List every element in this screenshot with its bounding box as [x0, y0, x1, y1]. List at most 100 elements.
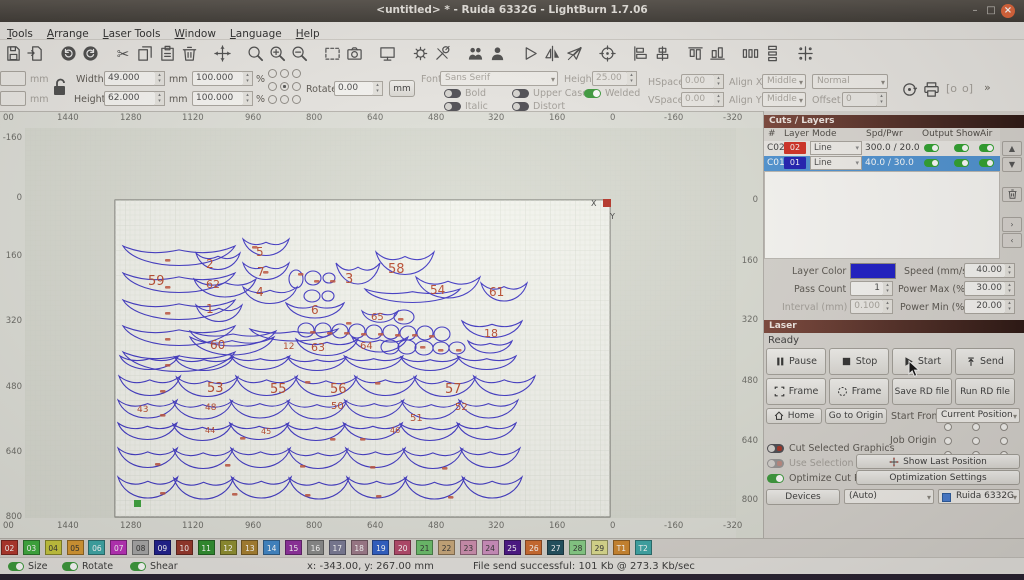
status-toggle-rotate[interactable] [62, 562, 78, 571]
width-percent-field[interactable]: 100.000 [192, 71, 244, 86]
palette-swatch-25[interactable]: 25 [503, 540, 521, 555]
anchor-dot[interactable] [292, 95, 301, 104]
speed-spinner[interactable]: ▴ ▾ [1005, 263, 1015, 278]
xpos-field[interactable] [0, 71, 26, 86]
palette-swatch-08[interactable]: 08 [132, 540, 150, 555]
lock-aspect-icon[interactable] [52, 77, 68, 101]
toggle-distort[interactable] [512, 102, 529, 111]
minimize-button[interactable]: – [972, 5, 978, 16]
redo-icon[interactable] [79, 43, 101, 65]
pause-button[interactable]: Pause [766, 348, 826, 375]
palette-swatch-03[interactable]: 03 [22, 540, 40, 555]
align-bottom-icon[interactable] [706, 43, 728, 65]
paste-icon[interactable] [156, 43, 178, 65]
distribute-v-icon[interactable] [761, 43, 783, 65]
palette-swatch-20[interactable]: 20 [394, 540, 412, 555]
menu-arrange[interactable]: Arrange [46, 28, 89, 40]
width-percent-spinner[interactable]: ▴ ▾ [243, 71, 253, 86]
palette-swatch-23[interactable]: 23 [459, 540, 477, 555]
interval-spinner[interactable]: ▴ ▾ [883, 299, 893, 314]
rotate-field[interactable]: 0.00 [334, 81, 374, 96]
layer-color-swatch[interactable] [850, 263, 896, 279]
laser-pointer-icon[interactable] [563, 43, 585, 65]
hspace-field[interactable]: 0.00 [681, 74, 715, 89]
anchor-dot[interactable] [280, 69, 289, 78]
layer-move-up-button[interactable]: ▲ [1002, 141, 1022, 156]
align-left-icon[interactable] [629, 43, 651, 65]
close-button[interactable]: × [1001, 4, 1015, 18]
anchor-dot[interactable] [280, 95, 289, 104]
job-origin-radio[interactable] [944, 423, 952, 431]
settings-icon[interactable] [409, 43, 431, 65]
palette-swatch-26[interactable]: 26 [525, 540, 543, 555]
palette-swatch-T2[interactable]: T2 [634, 540, 652, 555]
user-icon[interactable] [486, 43, 508, 65]
layer-move-down-button[interactable]: ▼ [1002, 157, 1022, 172]
title-bar[interactable]: <untitled> * - Ruida 6332G - LightBurn 1… [0, 0, 1024, 22]
rotate-spinner[interactable]: ▴ ▾ [373, 81, 383, 96]
interval-field[interactable]: 0.100 [850, 299, 884, 314]
offset-field[interactable]: 0 [842, 92, 878, 107]
power-max-field[interactable]: 30.00 [964, 281, 1006, 296]
anchor-dot[interactable] [268, 95, 277, 104]
show-last-position-button[interactable]: Show Last Position [856, 454, 1020, 469]
maximize-button[interactable]: □ [986, 5, 996, 16]
menu-window[interactable]: Window [174, 28, 216, 40]
palette-swatch-28[interactable]: 28 [569, 540, 587, 555]
cut-icon[interactable]: ✂ [116, 44, 130, 63]
layer-color-chip[interactable]: 01 [784, 157, 806, 169]
text-style-combo[interactable]: Normal [812, 74, 888, 89]
refresh-icon[interactable] [898, 78, 920, 100]
toggle-welded[interactable] [584, 89, 601, 98]
layer-color-chip[interactable]: 02 [784, 142, 806, 154]
palette-swatch-09[interactable]: 09 [153, 540, 171, 555]
origin-target-icon[interactable] [596, 43, 618, 65]
palette-swatch-17[interactable]: 17 [328, 540, 346, 555]
anchor-dot[interactable] [292, 82, 301, 91]
air-toggle[interactable] [979, 159, 994, 167]
copy-icon[interactable] [134, 43, 156, 65]
palette-swatch-05[interactable]: 05 [66, 540, 84, 555]
menu-help[interactable]: Help [295, 28, 320, 40]
run-rd-file-button[interactable]: Run RD file [955, 378, 1015, 405]
palette-swatch-16[interactable]: 16 [306, 540, 324, 555]
toggle-cut-selected-graphics[interactable] [767, 444, 784, 453]
save-rd-file-button[interactable]: Save RD file [892, 378, 952, 405]
palette-swatch-02[interactable]: 02 [1, 540, 18, 555]
optimization-settings-button[interactable]: Optimization Settings [856, 470, 1020, 485]
show-toggle[interactable] [954, 144, 969, 152]
layer-list-empty-area[interactable] [764, 171, 1000, 259]
panel-collapse-left-button[interactable]: ‹ [1002, 233, 1022, 248]
power-min-field[interactable]: 20.00 [964, 299, 1006, 314]
anchor-dot[interactable] [292, 69, 301, 78]
offset-spinner[interactable]: ▴ ▾ [877, 92, 887, 107]
output-toggle[interactable] [924, 144, 939, 152]
units-button[interactable]: mm [389, 80, 415, 97]
speed-field[interactable]: 40.00 [964, 263, 1006, 278]
palette-swatch-T1[interactable]: T1 [612, 540, 630, 555]
toolbar-overflow-chevron[interactable]: » [984, 81, 991, 94]
font-combo[interactable]: Sans Serif [440, 71, 558, 86]
air-toggle[interactable] [979, 144, 994, 152]
palette-swatch-24[interactable]: 24 [481, 540, 499, 555]
job-origin-radio[interactable] [972, 437, 980, 445]
import-icon[interactable] [24, 43, 46, 65]
zoom-icon[interactable] [244, 43, 266, 65]
palette-swatch-19[interactable]: 19 [372, 540, 390, 555]
layer-mode-combo[interactable]: Line [810, 156, 862, 170]
power-max-spinner[interactable]: ▴ ▾ [1005, 281, 1015, 296]
send-button[interactable]: Send [955, 348, 1015, 375]
palette-swatch-15[interactable]: 15 [285, 540, 303, 555]
height-percent-field[interactable]: 100.000 [192, 91, 244, 106]
toggle-use-selection-origin[interactable] [767, 459, 784, 468]
power-min-spinner[interactable]: ▴ ▾ [1005, 299, 1015, 314]
palette-swatch-29[interactable]: 29 [590, 540, 608, 555]
menu-tools[interactable]: Tools [7, 28, 33, 40]
start-here-icon[interactable] [519, 43, 541, 65]
vspace-field[interactable]: 0.00 [681, 92, 715, 107]
delete-icon[interactable] [178, 43, 200, 65]
preview-icon[interactable] [376, 43, 398, 65]
alignx-combo[interactable]: Middle [762, 74, 806, 89]
hspace-spinner[interactable]: ▴ ▾ [714, 74, 724, 89]
